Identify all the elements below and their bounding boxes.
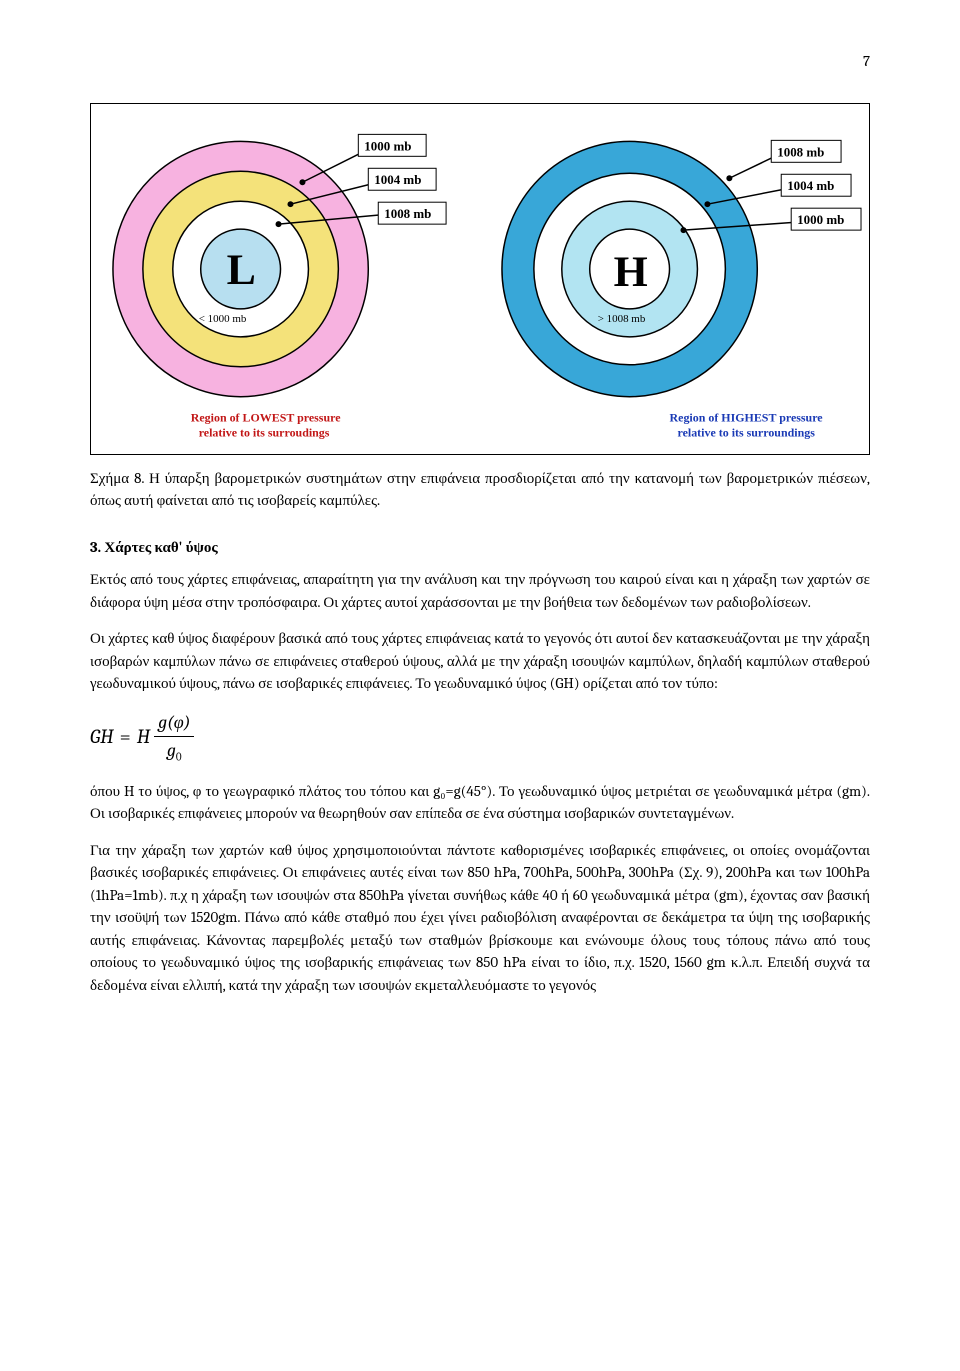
paragraph-3: όπου H το ύψος, φ το γεωγραφικό πλάτος τ…	[90, 780, 870, 825]
formula-eq: =	[120, 722, 131, 752]
formula-den-sub: 0	[176, 750, 182, 763]
low-center-label: < 1000 mb	[199, 312, 247, 324]
high-center-label: > 1008 mb	[598, 312, 646, 324]
figure-container: 1000 mb 1004 mb 1008 mb L < 1000 mb Regi…	[90, 103, 870, 455]
high-region-1: Region of HIGHEST pressure	[670, 410, 823, 424]
low-pressure-diagram: 1000 mb 1004 mb 1008 mb L < 1000 mb Regi…	[91, 104, 480, 454]
formula-den-g: g	[167, 740, 176, 761]
low-letter: L	[227, 245, 256, 293]
high-label-2: 1004 mb	[787, 178, 834, 193]
paragraph-1: Εκτός από τους χάρτες επιφάνειας, απαραί…	[90, 568, 870, 613]
low-label-2: 1004 mb	[374, 172, 421, 187]
high-letter: H	[614, 247, 648, 295]
paragraph-4: Για την χάραξη των χαρτών καθ ύψος χρησι…	[90, 839, 870, 997]
page-number: 7	[90, 50, 870, 73]
high-label-1: 1008 mb	[777, 144, 824, 159]
formula-num: g(φ)	[154, 709, 194, 737]
figure-caption: Σχήμα 8. Η ύπαρξη βαρομετρικών συστημάτω…	[90, 467, 870, 512]
low-region-2: relative to its surroudings	[199, 425, 330, 439]
low-region-1: Region of LOWEST pressure	[191, 410, 341, 424]
formula-gh: GH = H g(φ) g0	[90, 709, 870, 766]
high-region-2: relative to its surroundings	[677, 425, 815, 439]
formula-H: H	[137, 722, 150, 752]
section-heading: 3. Χάρτες καθ' ύψος	[90, 536, 870, 559]
formula-lhs: GH	[90, 722, 114, 752]
high-label-3: 1000 mb	[797, 212, 844, 227]
low-label-3: 1008 mb	[384, 206, 431, 221]
low-label-1: 1000 mb	[364, 138, 411, 153]
high-pressure-diagram: 1008 mb 1004 mb 1000 mb H > 1008 mb Regi…	[480, 104, 869, 454]
paragraph-2: Οι χάρτες καθ ύψος διαφέρουν βασικά από …	[90, 627, 870, 695]
